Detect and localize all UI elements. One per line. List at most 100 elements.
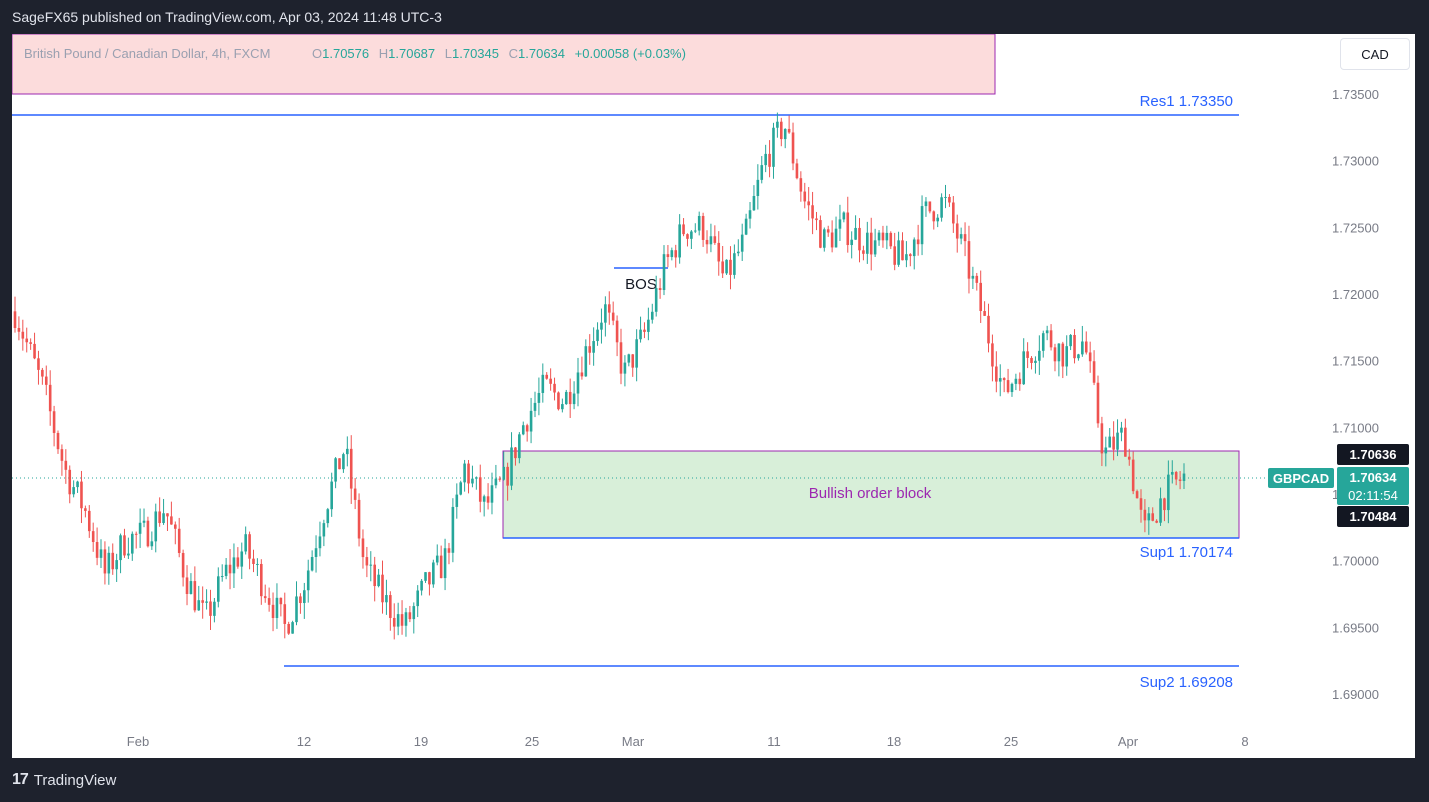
candle-body bbox=[392, 617, 396, 627]
candle-body bbox=[1182, 473, 1186, 481]
candle-body bbox=[979, 282, 982, 312]
candle-body bbox=[166, 513, 169, 517]
candle-body bbox=[475, 477, 478, 479]
candle-body bbox=[248, 534, 251, 559]
candle-body bbox=[154, 511, 158, 542]
time-tick-3: 25 bbox=[525, 734, 539, 749]
candle-body bbox=[815, 218, 818, 221]
candle-body bbox=[416, 590, 419, 607]
candle-body bbox=[1088, 352, 1092, 362]
candle-body bbox=[553, 383, 556, 393]
candle-body bbox=[510, 447, 513, 486]
candle-body bbox=[463, 463, 466, 483]
candle-body bbox=[576, 372, 580, 394]
candle-body bbox=[87, 510, 91, 532]
candle-body bbox=[209, 601, 212, 616]
candle-body bbox=[1127, 456, 1131, 460]
candle-body bbox=[396, 614, 400, 627]
currency-button[interactable]: CAD bbox=[1340, 38, 1410, 70]
candle-body bbox=[33, 343, 36, 359]
candle-body bbox=[1026, 351, 1029, 358]
candle-body bbox=[357, 499, 361, 539]
candle-body bbox=[615, 320, 619, 343]
publisher-bar: SageFX65 published on TradingView.com, A… bbox=[0, 0, 1429, 34]
candle-body bbox=[299, 596, 302, 604]
bid-tag-box bbox=[1337, 506, 1409, 527]
price-tick-4: 1.71500 bbox=[1332, 354, 1379, 369]
candle-body bbox=[533, 402, 537, 411]
candle-body bbox=[342, 454, 345, 470]
candle-body bbox=[482, 496, 486, 502]
candle-body bbox=[48, 384, 52, 412]
candle-body bbox=[748, 210, 752, 219]
candle-body bbox=[29, 342, 32, 344]
candle-body bbox=[658, 288, 662, 291]
candle-body bbox=[682, 224, 685, 235]
candle-body bbox=[134, 533, 138, 535]
candle-body bbox=[889, 232, 893, 247]
candle-body bbox=[150, 541, 154, 547]
candle-body bbox=[1049, 330, 1053, 348]
candle-body bbox=[709, 236, 713, 245]
candle-body bbox=[1030, 357, 1033, 363]
candle-body bbox=[25, 338, 29, 343]
time-tick-5: 11 bbox=[767, 734, 781, 749]
last-tag-box bbox=[1337, 467, 1409, 505]
candle-body bbox=[643, 329, 646, 332]
candle-body bbox=[650, 311, 654, 320]
time-axis: Feb 12 19 25 Mar 11 18 25 Apr 8 bbox=[127, 734, 1249, 749]
bos-label: BOS bbox=[625, 276, 657, 293]
candle-body bbox=[807, 201, 810, 206]
chart-canvas[interactable]: British Pound / Canadian Dollar, 4h, FXC… bbox=[12, 34, 1415, 758]
candle-body bbox=[318, 536, 322, 549]
candle-body bbox=[1131, 459, 1135, 492]
candle-body bbox=[490, 485, 494, 503]
candle-body bbox=[459, 482, 463, 495]
candle-body bbox=[205, 601, 208, 603]
candle-body bbox=[353, 488, 357, 500]
candle-body bbox=[514, 447, 517, 459]
candle-body bbox=[185, 577, 189, 594]
candle-body bbox=[1159, 498, 1162, 523]
candle-body bbox=[592, 341, 595, 353]
candle-body bbox=[545, 374, 549, 379]
candle-body bbox=[334, 458, 337, 482]
candle-body bbox=[373, 564, 376, 587]
candle-body bbox=[909, 254, 912, 257]
candle-body bbox=[901, 240, 904, 261]
candle-body bbox=[220, 576, 224, 578]
candle-body bbox=[146, 520, 150, 547]
candle-body bbox=[404, 612, 408, 626]
candle-body bbox=[529, 410, 533, 432]
ask-tag-box bbox=[1337, 444, 1409, 465]
candle-body bbox=[439, 555, 443, 579]
candle-body bbox=[654, 288, 658, 312]
candle-body bbox=[588, 346, 592, 353]
candle-body bbox=[107, 552, 111, 574]
candle-body bbox=[736, 251, 740, 254]
candle-body bbox=[1124, 427, 1127, 457]
candle-body bbox=[1167, 474, 1170, 511]
chart-panel[interactable]: British Pound / Canadian Dollar, 4h, FXC… bbox=[12, 34, 1415, 758]
candle-body bbox=[619, 342, 623, 374]
candle-body bbox=[920, 206, 924, 245]
candle-body bbox=[584, 346, 588, 377]
candle-body bbox=[408, 612, 412, 620]
candle-body bbox=[76, 481, 79, 488]
candle-body bbox=[173, 524, 177, 529]
candle-body bbox=[349, 448, 353, 489]
bullish-order-block bbox=[502, 450, 1240, 539]
candle-body bbox=[885, 232, 889, 241]
candle-body bbox=[162, 513, 165, 524]
price-tick-1: 1.73000 bbox=[1332, 154, 1379, 169]
candle-body bbox=[971, 275, 975, 279]
candle-body bbox=[1014, 378, 1018, 384]
candle-body bbox=[271, 604, 275, 619]
candle-body bbox=[701, 215, 705, 240]
candle-body bbox=[68, 469, 72, 495]
candle-body bbox=[279, 597, 283, 605]
candle-body bbox=[932, 211, 936, 222]
candle-body bbox=[267, 598, 271, 605]
candle-body bbox=[346, 448, 349, 455]
candle-body bbox=[1038, 350, 1041, 361]
